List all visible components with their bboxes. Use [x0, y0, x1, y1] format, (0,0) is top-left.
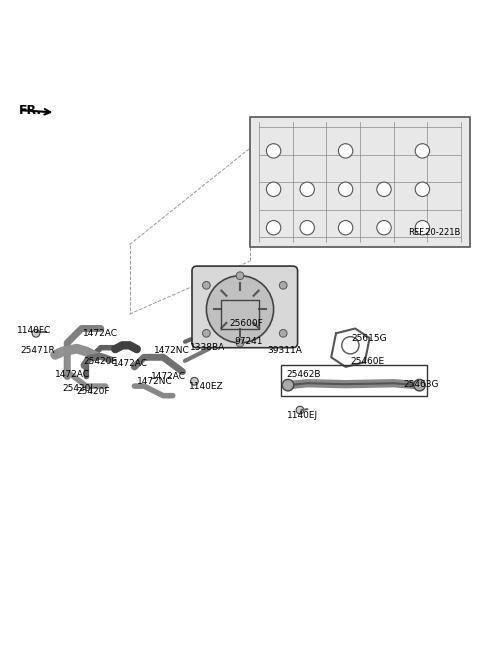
Circle shape — [236, 272, 244, 279]
Text: 39311A: 39311A — [267, 346, 302, 355]
Text: 25463G: 25463G — [403, 380, 439, 389]
Circle shape — [300, 221, 314, 235]
Circle shape — [300, 182, 314, 196]
Text: REF.20-221B: REF.20-221B — [408, 228, 461, 237]
Text: 97241: 97241 — [235, 338, 263, 346]
Text: 1140EJ: 1140EJ — [287, 411, 318, 420]
Text: 25420J: 25420J — [62, 384, 94, 393]
Text: 1140EZ: 1140EZ — [189, 382, 223, 391]
Text: 25420E: 25420E — [84, 357, 118, 366]
Circle shape — [377, 182, 391, 196]
Text: 25615G: 25615G — [351, 334, 387, 342]
Circle shape — [279, 281, 287, 289]
Text: 25462B: 25462B — [286, 370, 321, 378]
Circle shape — [342, 336, 359, 354]
Circle shape — [203, 281, 210, 289]
Text: 25600F: 25600F — [229, 319, 263, 328]
Circle shape — [338, 182, 353, 196]
Text: 1472NC: 1472NC — [154, 346, 189, 355]
Circle shape — [415, 182, 430, 196]
Circle shape — [296, 406, 304, 414]
Text: 1472AC: 1472AC — [113, 359, 148, 368]
Circle shape — [266, 182, 281, 196]
Circle shape — [206, 276, 274, 343]
Circle shape — [415, 221, 430, 235]
Text: 25420F: 25420F — [76, 388, 109, 396]
Circle shape — [338, 144, 353, 158]
Circle shape — [266, 221, 281, 235]
Circle shape — [414, 379, 425, 391]
Circle shape — [236, 339, 244, 347]
Circle shape — [415, 144, 430, 158]
Circle shape — [191, 378, 198, 385]
Text: FR.: FR. — [19, 104, 42, 117]
Circle shape — [266, 144, 281, 158]
Circle shape — [32, 329, 40, 337]
Text: 1472AC: 1472AC — [83, 328, 118, 338]
FancyBboxPatch shape — [192, 266, 298, 348]
Circle shape — [338, 221, 353, 235]
Text: 1140FC: 1140FC — [17, 327, 51, 336]
Bar — [250, 118, 470, 247]
Text: 25460E: 25460E — [350, 357, 384, 366]
Circle shape — [377, 221, 391, 235]
Text: 1472NC: 1472NC — [137, 377, 172, 386]
Circle shape — [279, 329, 287, 337]
Circle shape — [203, 329, 210, 337]
Circle shape — [282, 379, 294, 391]
Text: 1472AC: 1472AC — [55, 370, 90, 378]
Text: 1472AC: 1472AC — [151, 372, 186, 381]
Bar — [281, 365, 427, 396]
Text: 25471R: 25471R — [21, 346, 55, 355]
Text: 1338BA: 1338BA — [190, 343, 225, 352]
